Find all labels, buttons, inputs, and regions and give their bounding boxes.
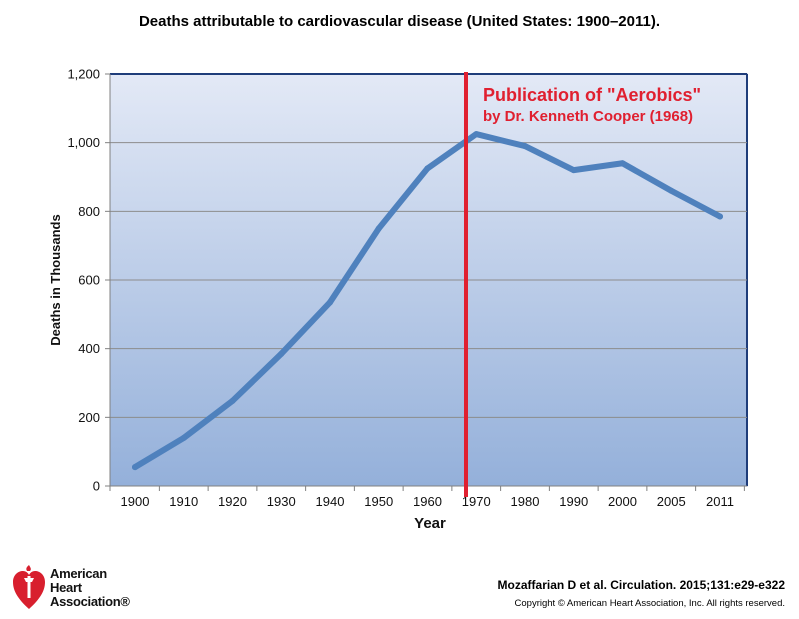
data-point <box>424 165 431 172</box>
axes <box>109 74 747 487</box>
x-tick-label: 1900 <box>121 494 150 509</box>
x-tick-label: 1980 <box>511 494 540 509</box>
y-tick-label: 800 <box>78 204 100 219</box>
data-point <box>717 213 723 220</box>
data-point <box>375 225 382 232</box>
x-tick-label: 1920 <box>218 494 247 509</box>
y-tick-label: 0 <box>93 479 100 494</box>
grid-lines <box>110 142 747 418</box>
citation: Mozaffarian D et al. Circulation. 2015;1… <box>497 578 785 592</box>
x-axis-title: Year <box>414 515 446 532</box>
x-tick-label: 1960 <box>413 494 442 509</box>
x-tick-label: 2005 <box>657 494 686 509</box>
data-point <box>570 167 577 174</box>
y-tick-label: 1,000 <box>67 135 100 150</box>
aha-logo: American Heart Association® <box>12 565 142 613</box>
line-chart: 0 200 400 600 800 1,000 1,200 1900 1910 1920 1930… <box>48 67 748 532</box>
x-tick-label: 2000 <box>608 494 637 509</box>
logo-text-line-1: American <box>50 566 107 581</box>
data-point <box>278 350 285 357</box>
y-tick-label: 600 <box>78 273 100 288</box>
y-tick-label: 1,200 <box>67 67 100 82</box>
chart-title: Deaths attributable to cardiovascular di… <box>138 13 661 30</box>
y-tick-label: 200 <box>78 410 100 425</box>
data-point <box>473 131 480 138</box>
annotation-line-1: Publication of "Aerobics" <box>483 85 701 105</box>
series-group <box>132 131 723 471</box>
data-point <box>229 397 236 404</box>
data-point <box>522 143 528 150</box>
y-axis-title: Deaths in Thousands <box>48 214 63 345</box>
data-point <box>668 187 675 194</box>
data-point <box>132 464 138 471</box>
x-tick-labels: 1900 1910 1920 1930 1940 1950 1960 1970 1980 1990… <box>109 486 745 509</box>
x-tick-label: 1950 <box>364 494 393 509</box>
data-point <box>327 299 333 306</box>
annotation-line-2: by Dr. Kenneth Cooper (1968) <box>483 108 693 125</box>
x-tick-label: 1970 <box>462 494 491 509</box>
data-point <box>180 434 187 441</box>
copyright: Copyright © American Heart Association, … <box>514 598 785 609</box>
y-tick-label: 400 <box>78 341 100 356</box>
heart-torch-icon <box>13 565 45 609</box>
logo-text-line-3: Association® <box>50 594 130 609</box>
x-tick-label: 1940 <box>316 494 345 509</box>
x-tick-label: 1990 <box>559 494 588 509</box>
x-tick-label: 1930 <box>267 494 296 509</box>
x-tick-label: 2011 <box>706 494 734 509</box>
x-tick-label: 1910 <box>169 494 198 509</box>
logo-text-line-2: Heart <box>50 580 82 595</box>
y-tick-labels: 0 200 400 600 800 1,000 1,200 <box>67 67 110 494</box>
data-point <box>619 160 626 167</box>
